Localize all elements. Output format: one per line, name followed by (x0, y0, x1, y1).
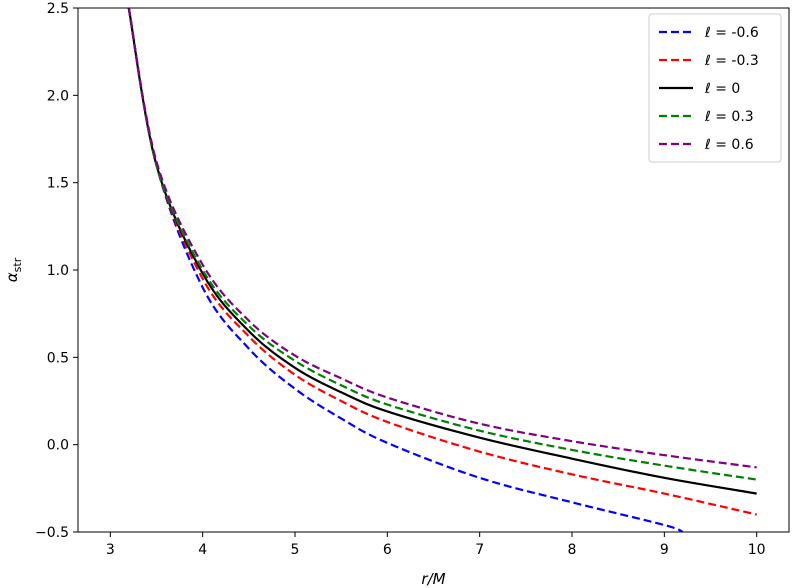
legend-label: ℓ = -0.6 (704, 25, 759, 41)
x-tick-label: 5 (291, 542, 300, 558)
series-line-1 (127, 8, 757, 516)
x-tick-label: 9 (660, 542, 669, 558)
y-tick-label: 1.5 (47, 176, 69, 192)
x-tick-label: 6 (383, 542, 392, 558)
y-axis-label-sub: str (11, 257, 24, 272)
series-line-2 (127, 8, 757, 495)
y-tick-label: 2.5 (47, 1, 69, 17)
legend-label: ℓ = 0.3 (704, 109, 754, 125)
legend: ℓ = -0.6 ℓ = -0.3 ℓ = 0 ℓ = 0.3 ℓ = 0.6 (648, 13, 782, 163)
y-tick-label: −0.5 (35, 525, 69, 541)
y-axis-label: αstr (3, 257, 24, 282)
y-axis-label-main: α (3, 272, 21, 282)
y-tick-label: 2.0 (47, 88, 69, 104)
y-tick-label: 0.0 (47, 438, 69, 454)
series-line-3 (127, 8, 757, 481)
legend-box (648, 13, 782, 163)
y-tick-label: 1.0 (47, 263, 69, 279)
x-tick-label: 4 (198, 542, 207, 558)
series-line-4 (127, 8, 757, 469)
legend-label: ℓ = 0 (704, 81, 740, 97)
x-tick-label: 7 (475, 542, 484, 558)
y-tick-label: 0.5 (47, 350, 69, 366)
x-tick-label: 8 (568, 542, 577, 558)
legend-label: ℓ = -0.3 (704, 53, 759, 69)
series-line-0 (127, 8, 684, 532)
x-tick-label: 10 (748, 542, 766, 558)
legend-label: ℓ = 0.6 (704, 137, 754, 153)
x-tick-label: 3 (106, 542, 115, 558)
x-axis-label: r/M (421, 570, 445, 588)
